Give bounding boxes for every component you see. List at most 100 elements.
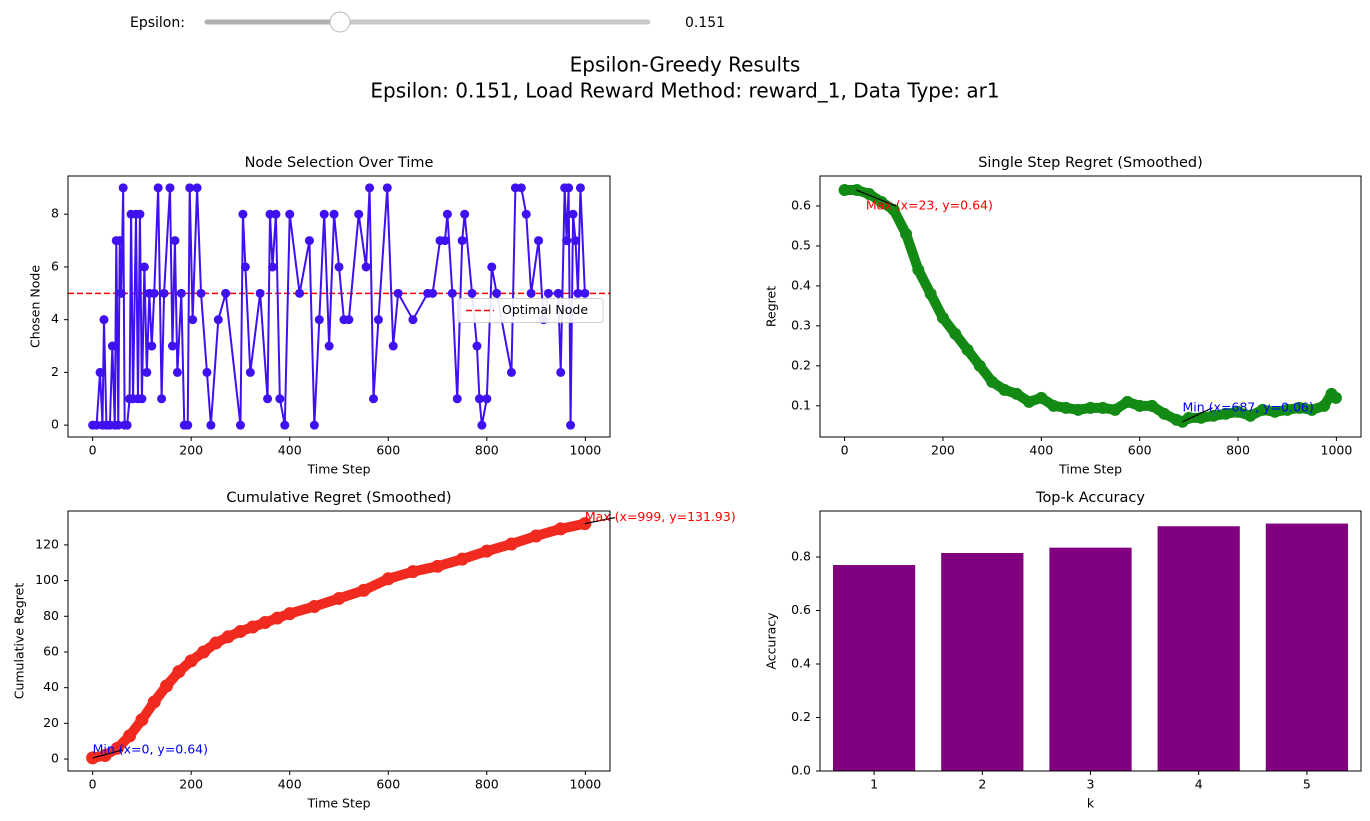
marker [504, 537, 518, 551]
marker [1268, 405, 1281, 418]
marker [99, 315, 109, 325]
marker [314, 315, 324, 325]
marker [184, 654, 198, 668]
marker [118, 183, 128, 193]
chart-title: Top-k Accuracy [1035, 490, 1145, 506]
bar [1265, 523, 1349, 771]
annotation: Min (x=0, y=0.64) [93, 741, 208, 756]
marker [480, 544, 494, 558]
x-tick-label: 4 [1195, 777, 1203, 792]
x-tick-label: 0 [89, 777, 97, 792]
marker [961, 343, 974, 356]
marker [973, 359, 986, 372]
x-tick-label: 800 [475, 777, 499, 792]
x-tick-label: 1000 [569, 443, 601, 458]
x-tick-label: 200 [931, 443, 955, 458]
marker [1329, 391, 1342, 404]
marker [221, 288, 231, 298]
marker [1096, 401, 1109, 414]
marker [924, 287, 937, 300]
marker [1109, 403, 1122, 416]
y-tick-label: 0.1 [791, 397, 811, 412]
y-axis-label: Chosen Node [28, 265, 43, 348]
slider-label: Epsilon: [130, 15, 185, 31]
x-tick-label: 400 [1029, 443, 1053, 458]
marker [255, 288, 265, 298]
x-axis-label: Time Step [306, 796, 370, 811]
marker [365, 183, 375, 193]
marker [452, 394, 462, 404]
marker [170, 236, 180, 246]
slider-thumb[interactable] [329, 11, 351, 33]
marker [258, 616, 272, 630]
marker [556, 367, 566, 377]
marker [1010, 387, 1023, 400]
y-tick-label: 0.6 [791, 197, 811, 212]
marker [95, 367, 105, 377]
marker [176, 288, 186, 298]
marker [1133, 399, 1146, 412]
marker [113, 420, 123, 430]
x-tick-label: 0 [841, 443, 849, 458]
y-axis-label: Cumulative Regret [12, 583, 27, 700]
y-tick-label: 0.2 [791, 709, 811, 724]
marker [887, 203, 900, 216]
marker [1072, 403, 1085, 416]
marker [408, 315, 418, 325]
marker [1121, 395, 1134, 408]
marker [209, 636, 223, 650]
marker [319, 209, 329, 219]
x-tick-label: 600 [376, 443, 400, 458]
annotation: Max (x=23, y=0.64) [866, 197, 993, 212]
axes-frame [67, 510, 611, 772]
marker [334, 262, 344, 272]
marker [460, 209, 470, 219]
marker [267, 262, 277, 272]
x-axis-label: Time Step [1058, 462, 1122, 477]
annotation-arrow [92, 749, 123, 759]
marker [457, 236, 467, 246]
x-axis-label: Time Step [306, 462, 370, 477]
marker [304, 236, 314, 246]
marker [455, 552, 469, 566]
marker [238, 209, 248, 219]
marker [573, 288, 583, 298]
y-tick-label: 0.2 [791, 357, 811, 372]
marker [1035, 391, 1048, 404]
marker [487, 262, 497, 272]
marker [580, 288, 590, 298]
y-tick-label: 60 [43, 643, 59, 658]
y-tick-label: 0 [51, 417, 59, 432]
marker [135, 713, 149, 727]
marker [1219, 407, 1232, 420]
bar [1049, 547, 1132, 771]
marker [188, 315, 198, 325]
y-tick-label: 0.3 [791, 317, 811, 332]
y-tick-label: 0 [51, 751, 59, 766]
marker [388, 341, 398, 351]
marker [553, 288, 563, 298]
chart-title: Single Step Regret (Smoothed) [978, 155, 1203, 171]
marker [431, 559, 445, 573]
marker [382, 183, 392, 193]
marker [1158, 407, 1171, 420]
x-tick-label: 5 [1303, 777, 1311, 792]
bar [941, 552, 1024, 771]
y-tick-label: 6 [51, 258, 59, 273]
x-axis-label: k [1087, 796, 1095, 811]
marker [482, 394, 492, 404]
x-tick-label: 800 [475, 443, 499, 458]
marker [1305, 403, 1318, 416]
annotation: Min (x=687, y=0.06) [1182, 399, 1313, 414]
marker [1023, 395, 1036, 408]
marker [575, 183, 585, 193]
marker [295, 288, 305, 298]
marker [137, 394, 147, 404]
marker [344, 315, 354, 325]
marker [332, 591, 346, 605]
y-tick-label: 0.5 [791, 237, 811, 252]
marker [381, 572, 395, 586]
marker [949, 327, 962, 340]
marker [147, 695, 161, 709]
axes-frame [819, 510, 1362, 772]
